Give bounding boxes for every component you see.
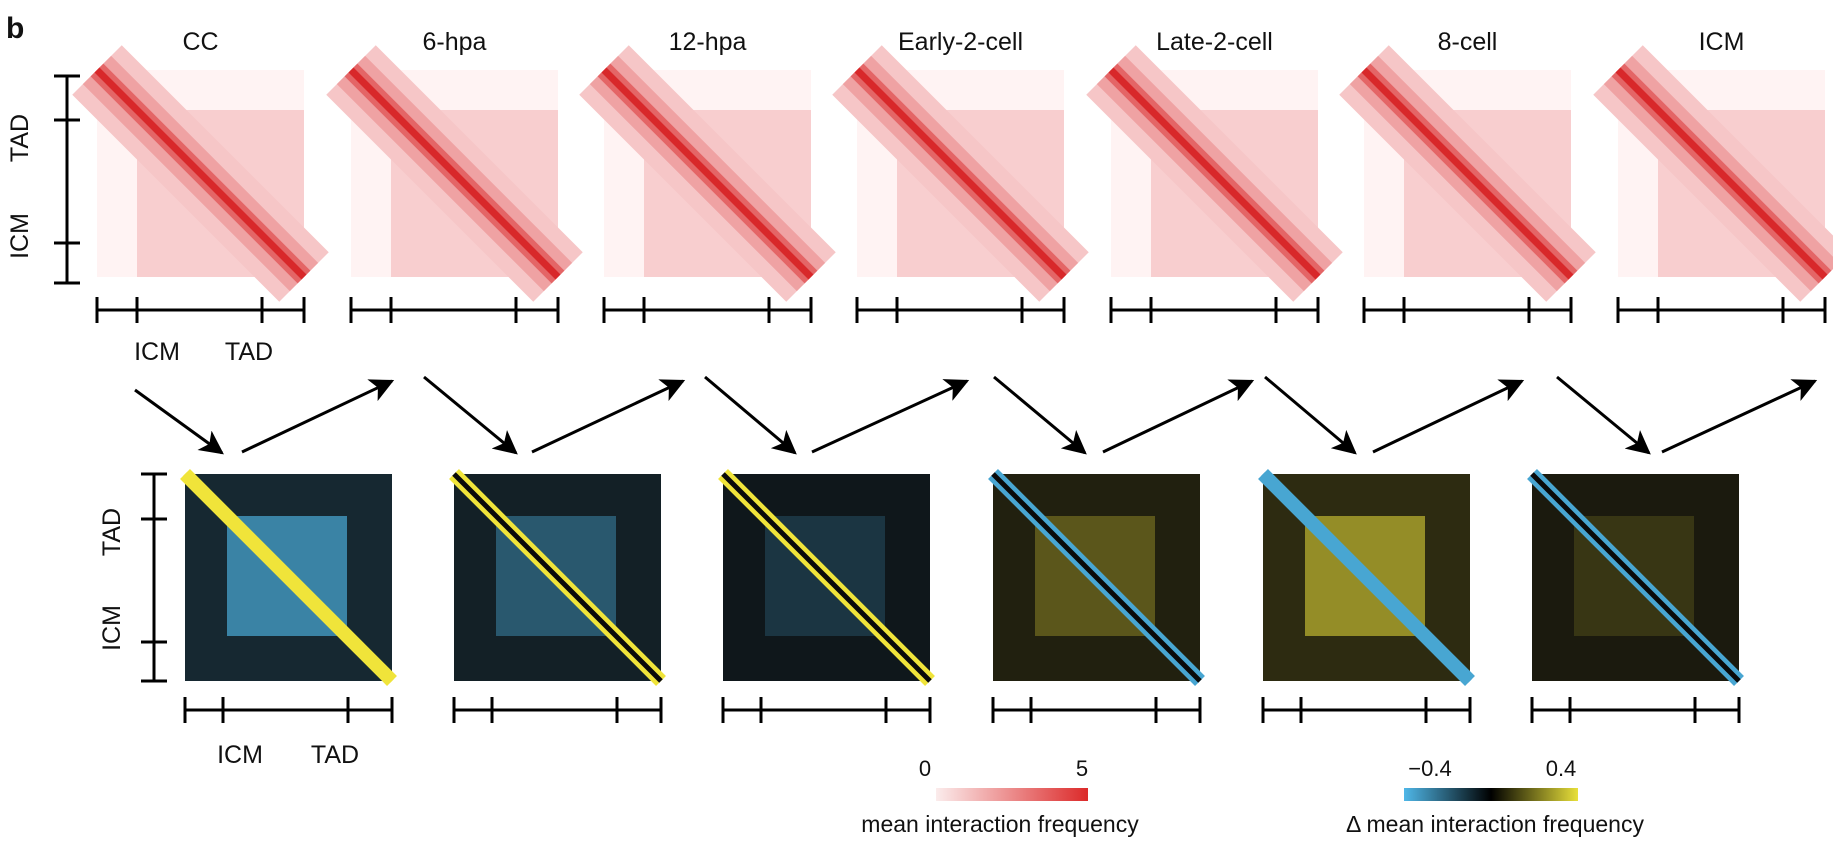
panel-label: b	[6, 12, 24, 45]
arrow-down-icon	[704, 375, 797, 455]
difference-heatmap	[1527, 469, 1744, 686]
arrow-down-icon	[134, 388, 224, 455]
difference-panel	[1258, 469, 1475, 723]
difference-panel	[1527, 469, 1744, 723]
difference-heatmap	[180, 469, 397, 686]
x-axis-scale	[721, 697, 932, 723]
x-label-icm: ICM	[217, 741, 263, 769]
legend-mean-interaction: 0 5 mean interaction frequency	[861, 756, 1139, 837]
stage-title: Late-2-cell	[1156, 28, 1273, 56]
legend-delta-title: Δ mean interaction frequency	[1346, 811, 1644, 837]
stage-title: 6-hpa	[423, 28, 487, 56]
x-axis-scale	[1261, 697, 1472, 723]
stage-heatmap-row: CC ICM TAD 6-hpa 12-hpa Early-2-cell Late-2-ce…	[6, 28, 1833, 366]
stage-panel-late-2-cell: Late-2-cell	[1086, 28, 1343, 323]
arrow-up-icon	[1661, 379, 1818, 454]
legend-delta-min-label: −0.4	[1408, 756, 1451, 781]
difference-heatmap	[718, 469, 935, 686]
difference-panel: ICM TAD	[180, 469, 397, 769]
arrow-up-icon	[1102, 379, 1255, 454]
y-label-tad: TAD	[6, 114, 34, 162]
arrow-up-icon	[1372, 379, 1525, 454]
x-axis-scale	[602, 297, 813, 323]
x-axis-scale	[1362, 297, 1573, 323]
difference-panel	[718, 469, 935, 723]
legend-delta-interaction: −0.4 0.4 Δ mean interaction frequency	[1346, 756, 1644, 837]
arrow-down-icon	[993, 375, 1087, 455]
x-axis-scale	[991, 697, 1202, 723]
stage-heatmap	[1339, 45, 1596, 302]
y-label-icm: ICM	[98, 605, 126, 651]
x-axis-scale	[1530, 697, 1741, 723]
stage-panel-8-cell: 8-cell	[1339, 28, 1596, 323]
stage-panel-12-hpa: 12-hpa	[579, 28, 836, 323]
difference-panel	[449, 469, 666, 723]
x-axis-scale	[1109, 297, 1320, 323]
legend-mean-colorbar	[936, 788, 1088, 801]
x-axis-scale	[855, 297, 1066, 323]
legend-mean-min-label: 0	[919, 756, 931, 781]
difference-heatmap	[1258, 469, 1475, 686]
stage-title: ICM	[1699, 28, 1745, 56]
arrow-down-icon	[1264, 375, 1357, 455]
y-label-icm: ICM	[6, 213, 34, 259]
difference-heatmap	[449, 469, 666, 686]
stage-heatmap	[579, 45, 836, 302]
x-label-tad: TAD	[311, 741, 359, 769]
stage-title: 12-hpa	[669, 28, 747, 56]
x-axis-scale	[1616, 297, 1827, 323]
stage-heatmap	[1086, 45, 1343, 302]
x-axis-scale	[349, 297, 560, 323]
legend-mean-max-label: 5	[1076, 756, 1088, 781]
legend-delta-colorbar	[1404, 788, 1578, 801]
x-axis-scale	[452, 697, 663, 723]
stage-panel-cc: CC ICM TAD	[72, 28, 329, 366]
arrow-up-icon	[531, 379, 686, 454]
difference-heatmap	[988, 469, 1205, 686]
stage-panel-early-2-cell: Early-2-cell	[832, 28, 1089, 323]
stage-panel-icm: ICM	[1593, 28, 1833, 323]
arrow-down-icon	[1556, 375, 1651, 455]
arrow-up-icon	[241, 379, 395, 454]
arrow-up-icon	[811, 379, 970, 454]
transition-arrows	[134, 375, 1818, 455]
stage-heatmap	[832, 45, 1089, 302]
stage-title: CC	[182, 28, 218, 56]
legend-delta-max-label: 0.4	[1546, 756, 1577, 781]
x-axis-scale	[183, 697, 394, 723]
stage-title: 8-cell	[1438, 28, 1498, 56]
arrow-down-icon	[423, 375, 518, 455]
difference-panel	[988, 469, 1205, 723]
y-axis-scale-top: TAD ICM	[6, 74, 80, 285]
x-label-icm: ICM	[134, 338, 180, 366]
difference-heatmap-row: ICM TAD TAD ICM	[98, 469, 1744, 769]
y-label-tad: TAD	[98, 508, 126, 556]
x-axis-scale	[95, 297, 306, 323]
stage-heatmap	[1593, 45, 1833, 302]
stage-title: Early-2-cell	[898, 28, 1023, 56]
stage-heatmap	[72, 45, 329, 302]
stage-heatmap	[326, 45, 583, 302]
legend-mean-title: mean interaction frequency	[861, 811, 1139, 837]
stage-panel-6-hpa: 6-hpa	[326, 28, 583, 323]
x-label-tad: TAD	[225, 338, 273, 366]
y-axis-scale-bottom: TAD ICM	[98, 472, 167, 683]
